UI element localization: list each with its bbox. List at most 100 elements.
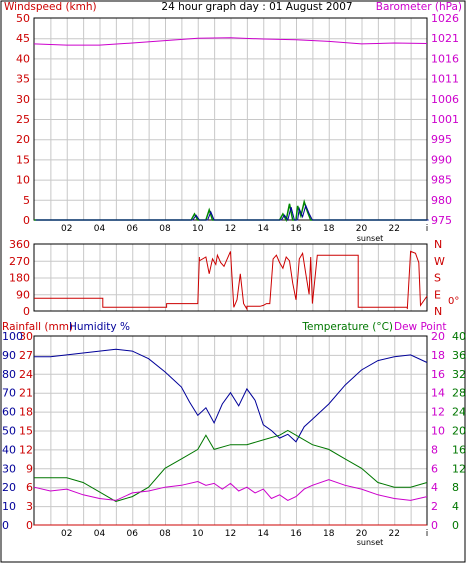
humidity-ytick-60: 60 (2, 406, 16, 419)
baro-ytick-990: 990 (431, 153, 452, 166)
wind-ytick-10: 10 (16, 174, 30, 187)
rain-ytick-30: 30 (19, 330, 33, 343)
wind-xtick-02: 02 (61, 224, 72, 234)
temp-ytick-0: 0 (452, 519, 459, 532)
temp-ytick-20: 20 (452, 425, 466, 438)
dewpoint-axis-label: Dew Point (394, 321, 447, 333)
wind-ytick-50: 50 (16, 12, 30, 25)
wind-ytick-0: 0 (23, 214, 30, 227)
climate-xtick-06: 06 (127, 529, 139, 539)
baro-ytick-995: 995 (431, 133, 452, 146)
dewpoint-ytick-14: 14 (431, 387, 445, 400)
dewpoint-ytick-0: 0 (431, 519, 438, 532)
climate-xtick-12: 12 (225, 529, 236, 539)
dir-compass-2: S (434, 272, 441, 285)
climate-xtick-20: 20 (356, 529, 368, 539)
temp-ytick-36: 36 (452, 349, 466, 362)
wind-xtick-06: 06 (127, 224, 139, 234)
wind-xtick-14: 14 (258, 224, 270, 234)
baro-ytick-1021: 1021 (431, 32, 459, 45)
temp-ytick-8: 8 (452, 481, 459, 494)
wind-ytick-35: 35 (16, 73, 30, 86)
baro-ytick-980: 980 (431, 194, 452, 207)
baro-ytick-985: 985 (431, 174, 452, 187)
dewpoint-ytick-8: 8 (431, 443, 438, 456)
dewpoint-ytick-12: 12 (431, 406, 445, 419)
rain-ytick-6: 6 (26, 481, 33, 494)
temp-ytick-32: 32 (452, 368, 466, 381)
wind-xtick-10: 10 (192, 224, 204, 234)
dewpoint-ytick-6: 6 (431, 462, 438, 475)
wind-xtick-18: 18 (323, 224, 335, 234)
wind-ytick-45: 45 (16, 32, 30, 45)
climate-xtick-i: i (426, 529, 429, 539)
climate-line-dewpoint (33, 479, 428, 501)
humidity-ytick-40: 40 (2, 443, 16, 456)
temp-ytick-16: 16 (452, 443, 466, 456)
humidity-ytick-50: 50 (2, 425, 16, 438)
climate-xtick-18: 18 (323, 529, 335, 539)
rain-ytick-27: 27 (19, 349, 33, 362)
temp-ytick-40: 40 (452, 330, 466, 343)
dir-ytick-180: 180 (9, 272, 30, 285)
temp-ytick-28: 28 (452, 387, 466, 400)
rain-ytick-15: 15 (19, 425, 33, 438)
wind-direction-line (34, 250, 428, 311)
rain-ytick-21: 21 (19, 387, 33, 400)
wind-xtick-16: 16 (290, 224, 302, 234)
wind-xtick-04: 04 (94, 224, 106, 234)
climate-xtick-02: 02 (61, 529, 72, 539)
temp-ytick-24: 24 (452, 406, 466, 419)
dewpoint-ytick-2: 2 (431, 500, 438, 513)
climate-line-humidity (34, 348, 428, 443)
baro-ytick-1006: 1006 (431, 93, 459, 106)
wind-xtick-20: 20 (356, 224, 368, 234)
climate-line-temperature (34, 429, 428, 502)
baro-ytick-1001: 1001 (431, 113, 459, 126)
dir-ytick-0: 0 (23, 305, 30, 318)
temp-ytick-4: 4 (452, 500, 459, 513)
rain-ytick-9: 9 (26, 462, 33, 475)
baro-ytick-975: 975 (431, 214, 452, 227)
dir-ytick-270: 270 (9, 255, 30, 268)
humidity-ytick-10: 10 (2, 500, 16, 513)
barometer-line (33, 37, 428, 46)
dewpoint-ytick-20: 20 (431, 330, 445, 343)
dewpoint-ytick-4: 4 (431, 481, 438, 494)
windgust-line (35, 203, 429, 222)
humidity-ytick-90: 90 (2, 349, 16, 362)
climate-xtick-04: 04 (94, 529, 106, 539)
wind-ytick-15: 15 (16, 153, 30, 166)
climate-xtick-14: 14 (258, 529, 270, 539)
dewpoint-ytick-16: 16 (431, 368, 445, 381)
climate-xtick-08: 08 (159, 529, 171, 539)
climate-xtick-10: 10 (192, 529, 204, 539)
humidity-ytick-20: 20 (2, 481, 16, 494)
dewpoint-ytick-18: 18 (431, 349, 445, 362)
dir-ytick-90: 90 (16, 288, 30, 301)
climate-xtick-22: 22 (389, 529, 400, 539)
temperature-axis-label: Temperature (°C) (301, 321, 393, 333)
humidity-ytick-30: 30 (2, 462, 16, 475)
rain-ytick-3: 3 (26, 500, 33, 513)
wind-ytick-40: 40 (16, 52, 30, 65)
wind-ytick-5: 5 (23, 194, 30, 207)
wind-xtick-12: 12 (225, 224, 236, 234)
humidity-ytick-0: 0 (2, 519, 9, 532)
direction-zero-note: 0° (448, 296, 459, 307)
humidity-axis-label: Humidity % (69, 321, 130, 333)
wind-xtick-08: 08 (159, 224, 171, 234)
rain-ytick-24: 24 (19, 368, 33, 381)
windspeed-axis-label: Windspeed (kmh) (4, 1, 97, 13)
dir-ytick-360: 360 (9, 238, 30, 251)
rain-ytick-12: 12 (19, 443, 33, 456)
rain-ytick-18: 18 (19, 406, 33, 419)
chart-title: 24 hour graph day : 01 August 2007 (161, 1, 352, 13)
humidity-ytick-80: 80 (2, 368, 16, 381)
direction-panel-frame (33, 243, 428, 312)
climate-xtick-16: 16 (290, 529, 302, 539)
baro-ytick-1016: 1016 (431, 52, 459, 65)
